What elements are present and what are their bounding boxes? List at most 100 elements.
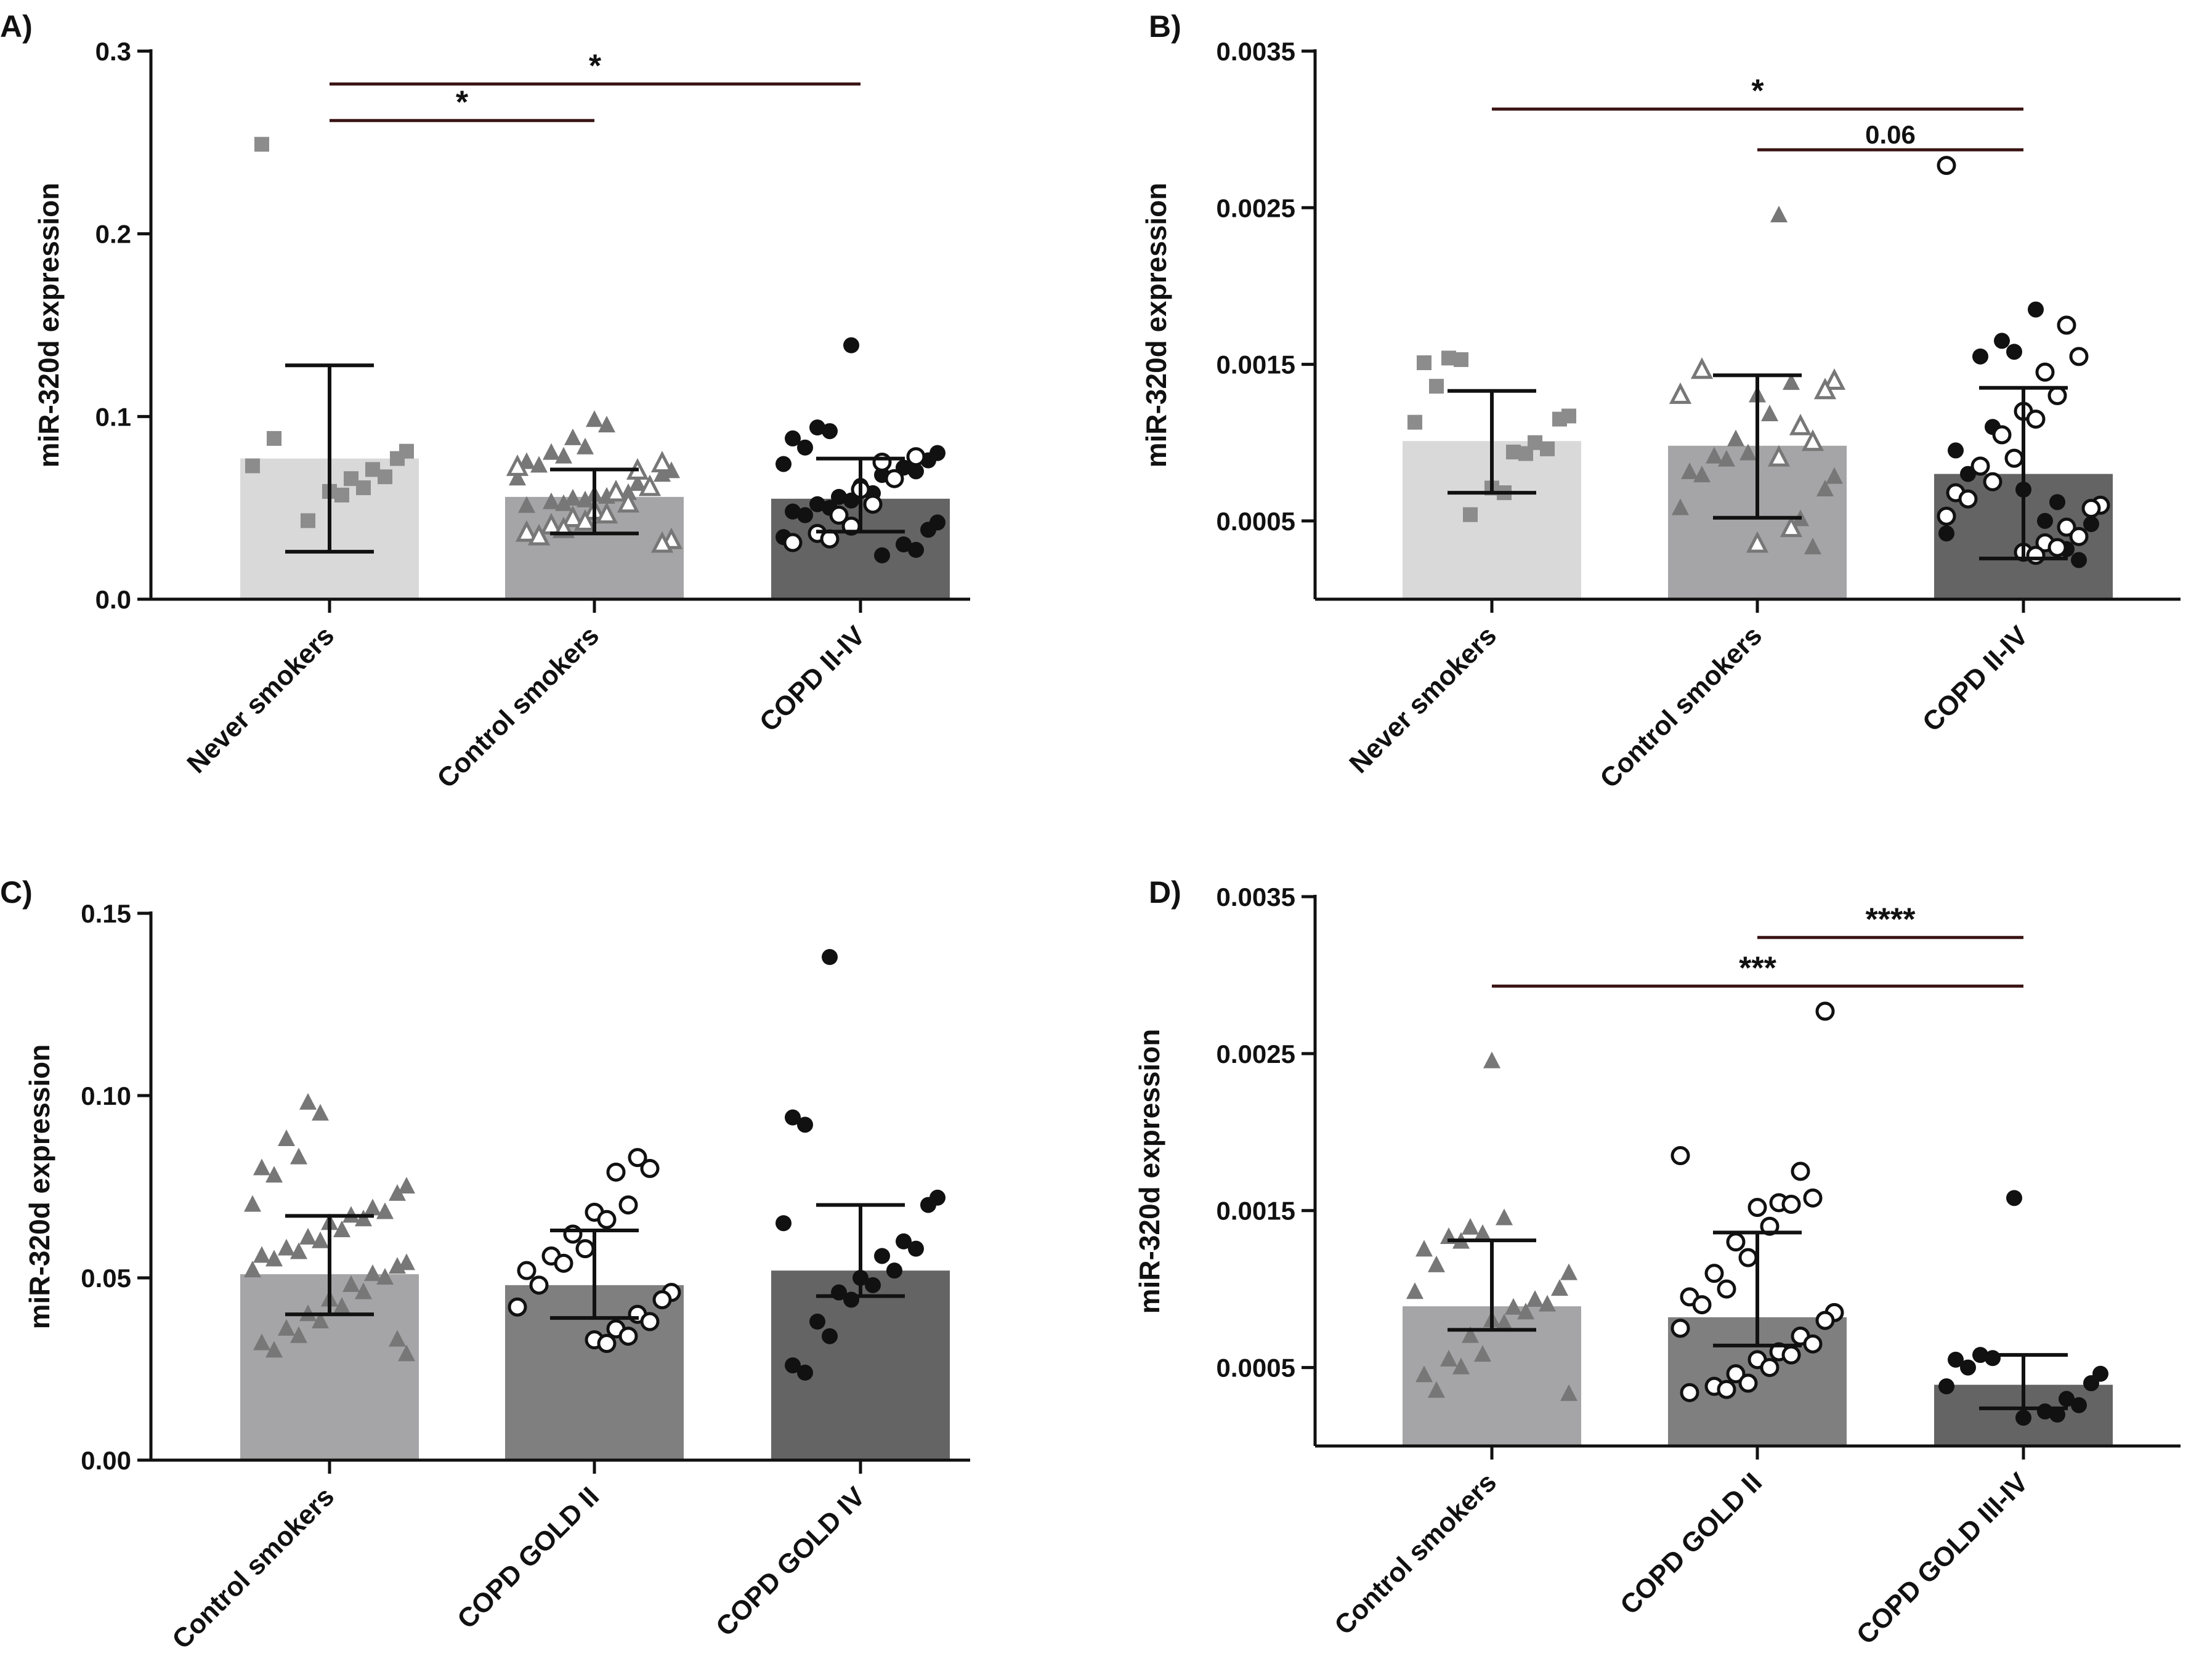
data-point — [1474, 1224, 1491, 1241]
data-point — [1681, 462, 1698, 480]
data-point — [1970, 456, 1990, 476]
data-point — [1960, 1359, 1976, 1376]
data-point — [265, 1250, 283, 1267]
bar-3 — [771, 1270, 950, 1460]
data-point — [376, 1268, 394, 1285]
panel-label: B) — [1149, 9, 1181, 44]
data-point — [2081, 499, 2101, 519]
data-point — [822, 423, 838, 440]
panel-label: D) — [1149, 875, 1181, 910]
data-point — [863, 495, 883, 514]
data-point — [809, 496, 825, 512]
data-point — [1938, 525, 1954, 542]
data-point — [577, 437, 594, 454]
data-point — [797, 507, 813, 523]
data-point — [389, 1330, 406, 1347]
data-point — [654, 465, 671, 482]
data-point — [554, 1253, 573, 1273]
data-point — [617, 491, 640, 513]
y-tick-label: 0.0015 — [1217, 350, 1295, 379]
data-point — [253, 1333, 270, 1351]
data-point — [1823, 368, 1846, 390]
data-point — [2057, 315, 2076, 335]
data-point — [2049, 494, 2065, 511]
data-point — [244, 1261, 261, 1278]
data-point — [822, 1328, 838, 1344]
panel-label: C) — [0, 875, 33, 910]
data-point — [543, 443, 560, 460]
data-point — [561, 506, 585, 527]
data-point — [1462, 1218, 1479, 1235]
panel-d: D) miR-320d expression 0.0005 0.0015 0.0025 0… — [1133, 875, 2181, 1650]
data-point — [1813, 378, 1837, 400]
data-point — [886, 1262, 902, 1279]
data-point — [577, 490, 594, 507]
data-point — [333, 1221, 350, 1238]
data-point — [2026, 410, 2046, 429]
data-point — [1826, 467, 1843, 484]
data-point — [1454, 352, 1468, 367]
data-point — [1417, 355, 1432, 371]
data-point — [1415, 1240, 1433, 1257]
panel-c: C) miR-320d expression 0.00 0.05 0.10 0.15 Con… — [0, 875, 970, 1655]
data-point — [290, 1242, 307, 1259]
data-point — [265, 1341, 283, 1358]
data-point — [2069, 347, 2089, 366]
data-point — [1937, 156, 1956, 176]
data-point — [1552, 411, 1567, 427]
data-point — [1704, 1264, 1724, 1283]
data-point — [1517, 1302, 1534, 1320]
data-point — [2004, 448, 2024, 468]
data-point — [342, 1275, 360, 1292]
data-point — [253, 1246, 270, 1263]
data-point — [618, 1327, 638, 1346]
data-point — [1972, 348, 1988, 365]
panel-a: A) miR-320d expression 0.0 0.1 0.2 0.3 Never s… — [0, 9, 970, 794]
data-point — [555, 494, 572, 511]
data-point — [809, 1314, 825, 1330]
data-point — [1770, 206, 1788, 222]
data-point — [389, 1184, 406, 1201]
data-point — [334, 487, 349, 503]
data-point — [775, 456, 792, 472]
data-point — [872, 453, 892, 472]
data-point — [1760, 1358, 1780, 1378]
data-point — [2037, 512, 2053, 529]
data-point — [390, 451, 405, 466]
data-point — [1680, 1383, 1699, 1402]
data-point — [638, 474, 662, 496]
significance-label: *** — [1739, 950, 1776, 986]
data-point — [527, 523, 551, 546]
data-point — [312, 1231, 329, 1248]
data-point — [1994, 333, 2010, 349]
y-tick-label: 0.0 — [95, 585, 131, 614]
data-point — [253, 1158, 270, 1176]
data-point — [650, 451, 674, 472]
data-point — [908, 541, 924, 558]
y-axis-label: miR-320d expression — [33, 183, 65, 468]
data-point — [312, 1312, 329, 1329]
data-point — [920, 1197, 936, 1213]
data-point — [885, 469, 904, 488]
y-tick-label: 0.0025 — [1217, 193, 1295, 222]
data-point — [278, 1319, 295, 1336]
data-point — [355, 1282, 372, 1299]
x-tick-label: COPD GOLD IV — [710, 1481, 872, 1642]
data-point — [1440, 1349, 1457, 1367]
data-point — [555, 446, 572, 464]
data-point — [1726, 1232, 1746, 1252]
significance-label: * — [456, 85, 469, 121]
data-point — [1801, 429, 1824, 451]
data-point — [1462, 1326, 1479, 1343]
data-point — [1690, 357, 1714, 379]
data-point — [1815, 1001, 1835, 1021]
data-point — [278, 1129, 295, 1147]
data-point — [1815, 1310, 1835, 1330]
data-point — [563, 1224, 583, 1244]
data-point — [278, 1238, 295, 1256]
data-point — [1958, 489, 1978, 509]
y-tick-label: 0.00 — [81, 1446, 131, 1475]
data-point — [2071, 552, 2087, 568]
data-point — [543, 492, 560, 509]
data-point — [606, 1162, 626, 1182]
